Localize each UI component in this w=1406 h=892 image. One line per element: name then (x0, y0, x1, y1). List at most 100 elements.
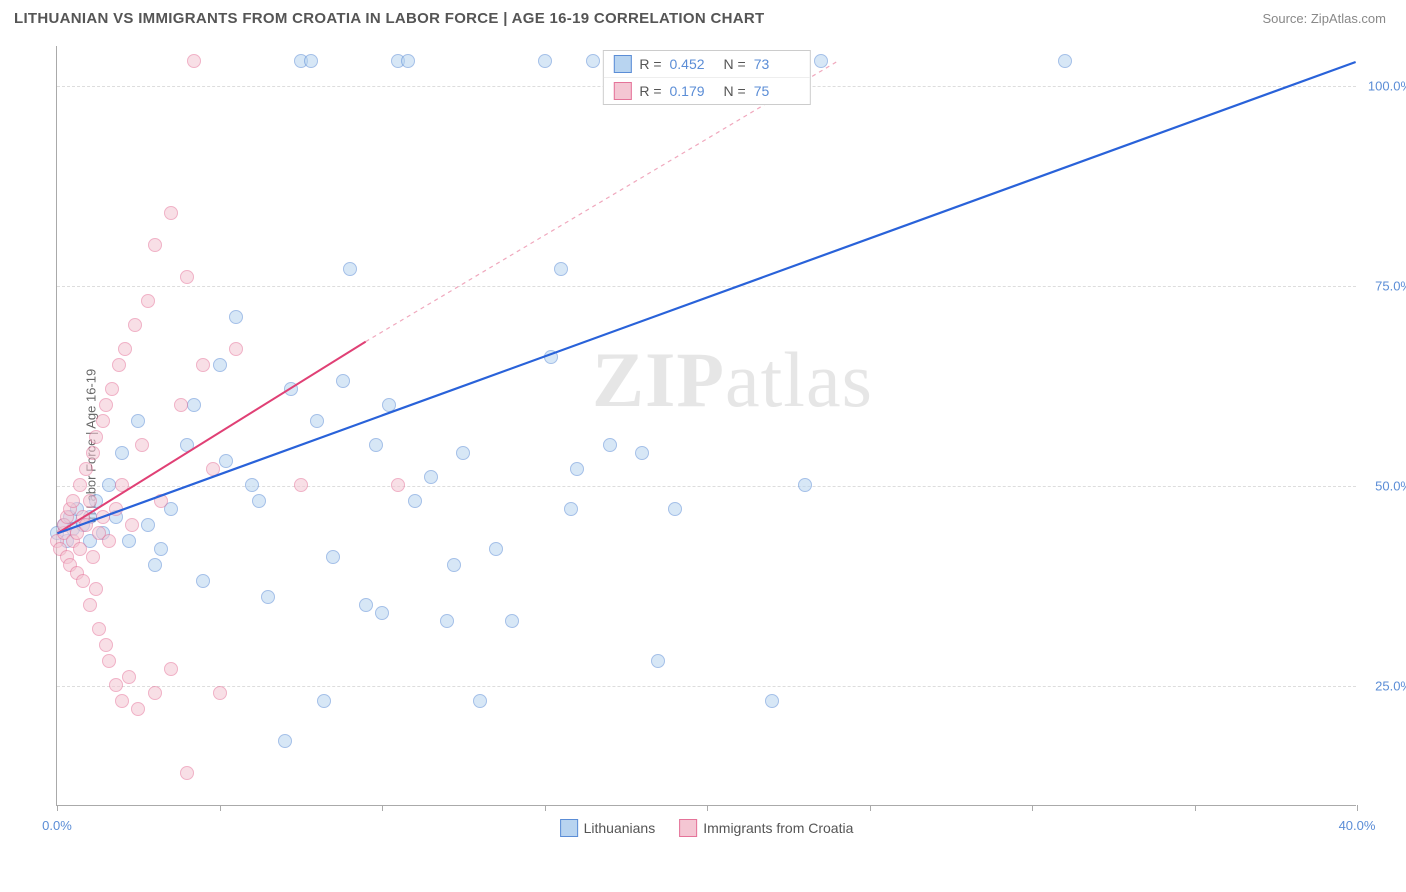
scatter-point (109, 502, 123, 516)
x-tick (220, 805, 221, 811)
scatter-point (102, 534, 116, 548)
scatter-point (131, 414, 145, 428)
scatter-point (635, 446, 649, 460)
scatter-point (164, 206, 178, 220)
scatter-point (440, 614, 454, 628)
scatter-point (343, 262, 357, 276)
scatter-point (92, 622, 106, 636)
scatter-point (83, 494, 97, 508)
scatter-point (261, 590, 275, 604)
scatter-point (586, 54, 600, 68)
scatter-point (164, 662, 178, 676)
legend-r-label: R = (639, 83, 661, 99)
scatter-point (122, 670, 136, 684)
scatter-point (447, 558, 461, 572)
scatter-point (180, 438, 194, 452)
scatter-point (213, 686, 227, 700)
scatter-point (154, 542, 168, 556)
scatter-point (391, 478, 405, 492)
scatter-point (79, 518, 93, 532)
trendlines-layer (57, 46, 1356, 805)
x-tick (382, 805, 383, 811)
scatter-point (317, 694, 331, 708)
gridline (57, 286, 1356, 287)
scatter-point (668, 502, 682, 516)
scatter-point (99, 398, 113, 412)
scatter-point (148, 238, 162, 252)
scatter-point (112, 358, 126, 372)
legend-r-label: R = (639, 56, 661, 72)
scatter-point (115, 478, 129, 492)
scatter-point (336, 374, 350, 388)
scatter-point (73, 542, 87, 556)
scatter-point (154, 494, 168, 508)
series-legend: Lithuanians Immigrants from Croatia (560, 819, 854, 837)
scatter-point (326, 550, 340, 564)
legend-item-1: Lithuanians (560, 819, 656, 837)
scatter-point (96, 414, 110, 428)
scatter-point (105, 382, 119, 396)
scatter-point (135, 438, 149, 452)
legend-swatch-icon (560, 819, 578, 837)
x-tick (57, 805, 58, 811)
scatter-point (187, 398, 201, 412)
legend-swatch-icon (679, 819, 697, 837)
scatter-point (115, 446, 129, 460)
y-tick-label: 50.0% (1375, 479, 1406, 494)
legend-r-value-1: 0.452 (670, 56, 716, 72)
scatter-point (89, 582, 103, 596)
scatter-point (86, 446, 100, 460)
x-tick (1195, 805, 1196, 811)
scatter-point (304, 54, 318, 68)
legend-swatch-2 (613, 82, 631, 100)
x-tick (707, 805, 708, 811)
scatter-point (294, 478, 308, 492)
scatter-point (219, 454, 233, 468)
scatter-point (229, 310, 243, 324)
scatter-point (284, 382, 298, 396)
scatter-point (206, 462, 220, 476)
legend-row-series-2: R = 0.179 N = 75 (603, 78, 809, 104)
source-attribution: Source: ZipAtlas.com (1262, 11, 1386, 26)
scatter-point (544, 350, 558, 364)
legend-n-label: N = (724, 56, 746, 72)
scatter-point (310, 414, 324, 428)
scatter-point (213, 358, 227, 372)
scatter-point (1058, 54, 1072, 68)
scatter-point (83, 598, 97, 612)
y-tick-label: 75.0% (1375, 279, 1406, 294)
scatter-point (814, 54, 828, 68)
scatter-point (73, 478, 87, 492)
legend-item-2: Immigrants from Croatia (679, 819, 853, 837)
scatter-point (118, 342, 132, 356)
scatter-point (76, 574, 90, 588)
y-tick-label: 25.0% (1375, 679, 1406, 694)
scatter-point (401, 54, 415, 68)
scatter-point (359, 598, 373, 612)
legend-n-value-2: 75 (754, 83, 800, 99)
scatter-point (141, 294, 155, 308)
scatter-point (765, 694, 779, 708)
scatter-point (651, 654, 665, 668)
scatter-point (96, 510, 110, 524)
scatter-point (122, 534, 136, 548)
scatter-point (174, 398, 188, 412)
legend-label-2: Immigrants from Croatia (703, 820, 853, 836)
chart-title: LITHUANIAN VS IMMIGRANTS FROM CROATIA IN… (14, 10, 764, 27)
scatter-point (424, 470, 438, 484)
scatter-point (489, 542, 503, 556)
legend-row-series-1: R = 0.452 N = 73 (603, 51, 809, 78)
x-tick (1357, 805, 1358, 811)
scatter-point (252, 494, 266, 508)
scatter-point (187, 54, 201, 68)
scatter-point (109, 678, 123, 692)
scatter-point (538, 54, 552, 68)
scatter-point (196, 358, 210, 372)
legend-swatch-1 (613, 55, 631, 73)
correlation-legend: R = 0.452 N = 73 R = 0.179 N = 75 (602, 50, 810, 105)
x-tick (870, 805, 871, 811)
x-tick-label: 40.0% (1339, 818, 1376, 833)
x-tick (545, 805, 546, 811)
scatter-point (375, 606, 389, 620)
scatter-point (229, 342, 243, 356)
